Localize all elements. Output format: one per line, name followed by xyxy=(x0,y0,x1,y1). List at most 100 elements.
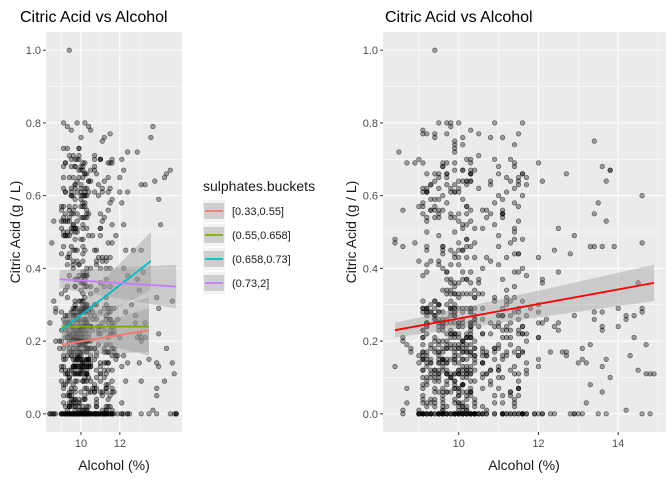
scatter-point xyxy=(72,378,78,384)
scatter-point xyxy=(468,378,474,384)
scatter-point xyxy=(452,254,458,261)
scatter-point xyxy=(587,382,593,388)
scatter-point xyxy=(82,305,88,312)
scatter-point xyxy=(464,156,470,162)
scatter-point xyxy=(134,276,140,282)
scatter-point xyxy=(484,214,490,221)
scatter-point xyxy=(70,262,76,268)
scatter-point xyxy=(109,411,115,417)
scatter-point xyxy=(432,305,438,312)
scatter-point xyxy=(95,331,102,337)
scatter-point xyxy=(464,291,470,297)
scatter-point xyxy=(93,367,100,373)
scatter-point xyxy=(515,345,522,352)
scatter-point xyxy=(468,280,474,286)
scatter-point xyxy=(464,371,470,377)
scatter-point xyxy=(440,389,446,395)
scatter-point xyxy=(468,207,474,213)
scatter-point xyxy=(72,411,78,417)
scatter-point xyxy=(480,305,486,312)
x-tick-label: 12 xyxy=(532,438,544,450)
scatter-point xyxy=(424,403,430,410)
scatter-point xyxy=(400,411,406,417)
scatter-point xyxy=(111,389,117,395)
scatter-point xyxy=(515,309,522,315)
scatter-point xyxy=(91,382,98,388)
scatter-point xyxy=(60,400,67,406)
scatter-point xyxy=(599,323,605,330)
scatter-point xyxy=(148,134,154,141)
y-tick-label: 0.8 xyxy=(26,118,41,130)
scatter-point xyxy=(70,396,76,402)
scatter-point xyxy=(78,363,84,370)
scatter-point xyxy=(448,189,454,195)
scatter-point xyxy=(62,371,69,377)
scatter-point xyxy=(492,323,498,330)
scatter-point xyxy=(424,262,430,268)
scatter-point xyxy=(416,353,422,359)
scatter-point xyxy=(444,338,450,344)
scatter-point xyxy=(78,214,84,221)
scatter-point xyxy=(507,411,514,417)
scatter-point xyxy=(404,342,410,348)
scatter-point xyxy=(82,345,88,352)
scatter-point xyxy=(488,320,494,326)
scatter-point xyxy=(420,334,426,341)
scatter-point xyxy=(456,305,462,312)
legend: sulphates.buckets [0.33,0.55] (0.55,0.658… xyxy=(203,178,315,294)
scatter-point xyxy=(472,400,478,406)
scatter-point xyxy=(107,283,113,290)
scatter-point xyxy=(150,407,156,413)
scatter-point xyxy=(464,356,470,362)
scatter-point xyxy=(456,280,462,286)
scatter-point xyxy=(440,407,446,413)
scatter-point xyxy=(420,273,426,279)
scatter-point xyxy=(452,360,458,366)
scatter-point xyxy=(448,291,454,297)
scatter-point xyxy=(623,407,629,413)
scatter-point xyxy=(500,334,506,341)
scatter-point xyxy=(639,309,645,315)
scatter-point xyxy=(579,345,585,352)
scatter-point xyxy=(468,156,474,162)
scatter-point xyxy=(456,411,462,417)
scatter-point xyxy=(86,189,92,195)
scatter-point xyxy=(500,393,506,399)
scatter-point xyxy=(607,374,613,381)
scatter-point xyxy=(535,160,542,166)
scatter-point xyxy=(146,411,152,417)
scatter-point xyxy=(97,411,103,417)
scatter-point xyxy=(163,345,170,352)
scatter-point xyxy=(484,411,490,417)
scatter-point xyxy=(623,316,629,322)
scatter-point xyxy=(432,345,438,352)
scatter-point xyxy=(452,283,458,290)
scatter-point xyxy=(492,120,498,126)
y-tick-label: 0.4 xyxy=(363,263,378,275)
scatter-point xyxy=(99,185,105,191)
scatter-point xyxy=(496,385,502,392)
scatter-point xyxy=(105,240,111,246)
scatter-point xyxy=(448,334,454,341)
scatter-point xyxy=(523,371,530,377)
scatter-point xyxy=(161,378,168,384)
scatter-point xyxy=(420,396,426,402)
scatter-point xyxy=(611,243,617,250)
y-tick-label: 1.0 xyxy=(363,45,378,57)
scatter-point xyxy=(444,331,450,337)
scatter-point xyxy=(448,247,454,253)
scatter-point xyxy=(472,287,478,293)
scatter-point xyxy=(507,389,514,395)
scatter-point xyxy=(56,338,63,344)
scatter-point xyxy=(76,396,82,402)
scatter-point xyxy=(504,411,510,417)
scatter-point xyxy=(424,218,430,224)
scatter-point xyxy=(111,345,117,352)
scatter-point xyxy=(468,305,474,312)
scatter-point xyxy=(599,389,605,395)
scatter-point xyxy=(101,283,107,290)
scatter-point xyxy=(551,247,558,253)
scatter-point xyxy=(78,320,84,326)
scatter-point xyxy=(432,196,438,202)
scatter-point xyxy=(464,254,470,261)
